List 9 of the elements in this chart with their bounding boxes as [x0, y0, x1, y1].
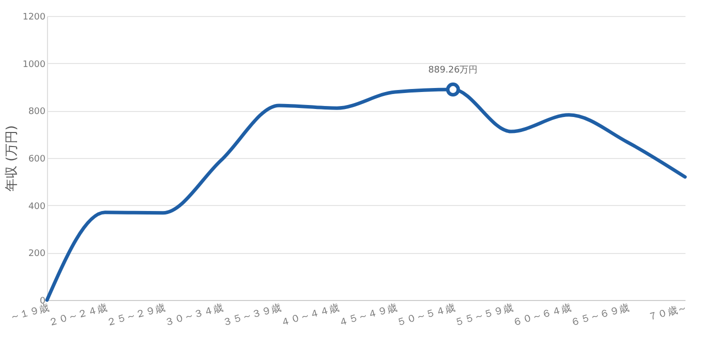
y-axis-title: 年収 (万円) [4, 125, 20, 192]
y-tick-label: 200 [28, 249, 46, 260]
y-tick-label: 800 [28, 107, 46, 118]
x-tick-label: ７０歳～ [646, 302, 688, 324]
annotation: 889.26万円 [428, 66, 478, 76]
y-tick-label: 1200 [22, 12, 46, 22]
y-tick-label: 1000 [22, 60, 46, 70]
y-tick-label: 400 [28, 202, 46, 212]
y-tick-label: 600 [28, 154, 46, 164]
